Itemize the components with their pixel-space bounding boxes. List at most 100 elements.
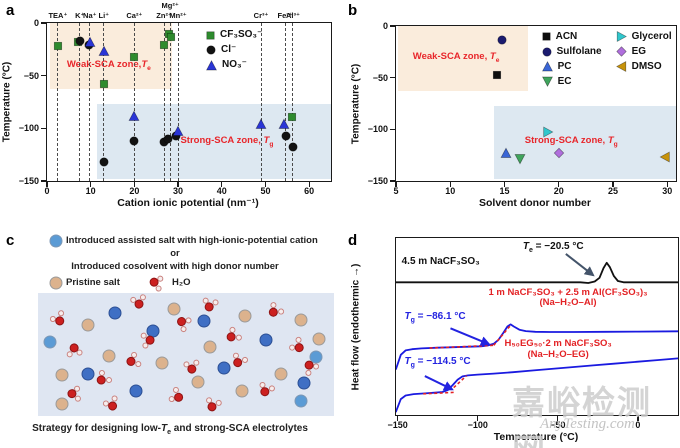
cation-guide-line <box>177 23 179 181</box>
y-tick-label: −100 <box>367 124 388 135</box>
legend-marker-triangle-right <box>616 31 627 43</box>
water-molecule-legend-icon <box>147 274 165 293</box>
assisted-salt-particle <box>129 384 143 398</box>
x-tick-label: 20 <box>129 186 140 196</box>
panel-d-x-axis-title: Temperature (°C) <box>493 431 579 443</box>
annotation-arrow-3 <box>424 375 454 391</box>
pristine-salt-particle <box>81 318 95 332</box>
x-tick-label: 25 <box>608 186 619 196</box>
legend-label: CF₃SO₃⁻ <box>220 29 263 41</box>
legend-marker-diamond <box>615 46 627 57</box>
legend-item-pc: PC <box>541 61 602 73</box>
water-molecule <box>123 350 143 371</box>
x-tick <box>133 182 135 187</box>
data-point-cl <box>280 131 291 141</box>
cation-label: Al³⁺ <box>286 11 300 20</box>
water-molecule <box>167 386 187 407</box>
panel-a-legend-column: CF₃SO₃⁻ Cl⁻ NO₃⁻ <box>206 29 262 71</box>
cation-guide-line <box>57 23 59 181</box>
x-tick <box>264 182 267 187</box>
dsc-curve-3 <box>396 357 678 413</box>
legend-item-cl: Cl⁻ <box>206 44 262 56</box>
x-tick-label: −50 <box>550 420 566 430</box>
cation-guide-line <box>89 23 91 181</box>
pristine-salt-particle <box>55 397 69 411</box>
y-tick <box>41 127 46 129</box>
x-tick-label: −150 <box>387 420 408 430</box>
x-tick-label: 5 <box>393 186 399 196</box>
baseline-fit-dash-2 <box>493 323 513 346</box>
x-tick <box>90 182 92 187</box>
panel-b-y-axis-title: Temperature (°C) <box>350 63 362 144</box>
x-tick-label: 40 <box>216 186 227 196</box>
pristine-salt-legend-icon <box>49 276 63 290</box>
zone-label-t: T <box>141 59 148 71</box>
dsc-curve-1 <box>396 261 678 284</box>
y-tick <box>390 77 395 79</box>
pristine-salt-particle <box>294 313 308 327</box>
x-tick <box>449 182 451 187</box>
y-tick-label: −50 <box>23 70 39 81</box>
pristine-salt-particle <box>203 340 217 354</box>
data-point-cl <box>75 36 85 46</box>
x-tick <box>477 416 479 421</box>
pristine-salt-particle <box>167 302 181 316</box>
data-point-cl <box>288 142 298 152</box>
legend-marker-triangle-up <box>541 61 553 72</box>
assisted-salt-particle <box>217 361 231 375</box>
annotation-arrow-2 <box>450 327 491 346</box>
data-point-no <box>128 110 140 121</box>
data-point-pc <box>500 147 512 159</box>
cation-label: K⁺ <box>75 11 85 20</box>
pristine-salt-particle <box>238 309 252 323</box>
legend-label: EG <box>631 45 647 57</box>
data-point-cfso <box>130 52 139 61</box>
x-tick <box>397 416 399 421</box>
zone-label-t: T <box>263 135 270 147</box>
cation-guide-line <box>133 23 135 181</box>
panel-b: b Temperature (°C) Weak-SCA zone, Te Str… <box>340 0 680 224</box>
panel-b-legend-column-1: ACN Sulfolane PC EC <box>541 31 602 88</box>
x-tick <box>46 182 48 187</box>
pristine-salt-particle <box>155 356 169 370</box>
data-point-ec <box>514 154 526 165</box>
panel-c: c Introduced assisted salt with high-ion… <box>0 224 340 448</box>
data-point-no <box>278 118 290 130</box>
legend-item-dmso: DMSO <box>615 61 672 73</box>
zone-label-t: T <box>607 134 614 146</box>
legend-label: Glycerol <box>631 30 672 42</box>
pristine-salt-particle <box>191 375 205 389</box>
x-tick <box>558 182 560 187</box>
legend-item-sulfolane: Sulfolane <box>542 46 602 58</box>
assisted-salt-particle <box>197 314 211 328</box>
tg2-t: T <box>404 355 411 367</box>
watermark-latin: AnyTesting.com <box>540 416 635 432</box>
dsc-sample2-label-line1: 1 m NaCF₃SO₃ + 2.5 m Al(CF₃SO₃)₃ <box>488 286 648 298</box>
legend-item-acn: ACN <box>542 31 602 43</box>
data-point-glycerol <box>542 126 554 138</box>
data-point-cfso <box>287 112 296 121</box>
te-sub: e <box>529 246 533 254</box>
data-point-cfso <box>99 80 108 89</box>
cation-label: Mg²⁺ <box>161 1 179 10</box>
electrolyte-schematic-box <box>38 293 334 416</box>
panel-d-plot: Heat flow (endothermic →) 4.5 m NaCF₃SO₃… <box>351 237 679 430</box>
zone-label-text: Weak-SCA zone, <box>412 50 490 62</box>
data-point-no <box>84 36 96 47</box>
y-tick <box>41 22 46 24</box>
legend-label: Sulfolane <box>556 45 602 57</box>
pristine-salt-particle <box>102 349 116 363</box>
x-tick-label: 60 <box>304 186 315 196</box>
x-tick-label: 10 <box>85 186 96 196</box>
water-molecule <box>200 297 219 315</box>
assisted-salt-legend-line2: Introduced cosolvent with high donor num… <box>71 261 279 272</box>
panel-a-y-axis-title: Temperature (°C) <box>1 61 13 143</box>
legend-label: EC <box>557 75 572 87</box>
tg2-annotation: Tg = −114.5 °C <box>404 356 470 369</box>
zone-strong <box>493 105 676 179</box>
dsc-sample3-label-line1: H₅₀EG₅₀·2 m NaCF₃SO₃ <box>504 338 612 349</box>
zone-weak <box>398 26 529 92</box>
water-molecule <box>129 292 148 311</box>
panel-d-label: d <box>348 232 358 249</box>
water-molecule <box>256 380 276 400</box>
